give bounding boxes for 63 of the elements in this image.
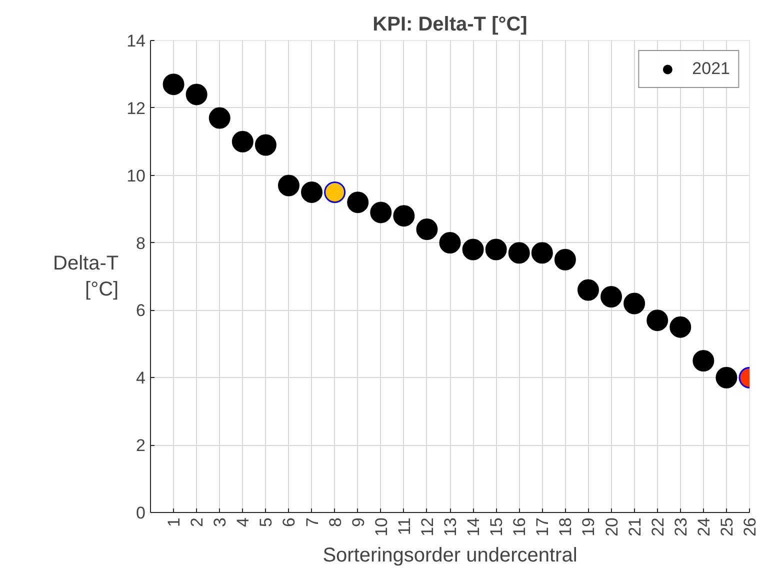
y-tick-label: 4 [136,368,146,388]
point [416,218,438,240]
point [485,238,507,260]
point [278,174,300,196]
x-tick-label: 8 [326,517,345,527]
point [208,107,230,129]
x-axis-title: Sorteringsorder undercentral [322,544,578,566]
x-tick-label: 10 [372,517,391,536]
x-tick-label: 11 [394,517,414,536]
point [347,192,369,214]
x-tick-label: 14 [464,517,484,536]
point [716,366,738,388]
chart-title: KPI: Delta-T [°C] [372,14,528,36]
point [324,181,346,203]
x-tick-label: 2 [188,517,207,527]
point [439,232,461,254]
point [646,310,668,332]
y-tick-label: 8 [136,234,146,253]
x-tick-label: 19 [579,517,598,536]
point [186,84,208,106]
x-tick-label: 25 [717,517,736,536]
legend-label: 2021 [692,59,730,79]
x-tick-label: 15 [487,517,506,536]
y-tick-label: 14 [126,32,146,50]
x-tick-label: 7 [302,517,322,527]
point [692,350,714,372]
x-tick-label: 9 [348,517,368,527]
x-tick-label: 21 [625,517,644,536]
x-tick-label: 13 [441,517,460,536]
y-tick-label: 0 [136,504,146,522]
point [624,292,646,314]
point [670,316,692,338]
x-tick-label: 26 [740,517,760,536]
y-tick-label: 12 [126,98,146,118]
x-tick-label: 5 [256,517,276,527]
x-tick-label: 12 [418,517,437,536]
x-tick-label: 4 [234,517,253,527]
point [577,279,599,301]
x-tick-label: 24 [694,517,714,536]
point [254,134,276,156]
x-tick-label: 18 [556,517,576,536]
x-tick-label: 17 [533,517,552,536]
x-tick-label: 22 [648,517,668,536]
point [554,248,576,270]
x-tick-label: 16 [510,517,530,536]
point [232,130,254,152]
point [508,242,530,264]
y-tick-label: 6 [136,301,146,320]
y-axis-title: Delta-T [°C] [53,252,119,301]
point [370,202,392,224]
point [531,242,553,264]
x-tick-label: 3 [210,517,230,527]
point [393,205,415,227]
y-tick-label: 2 [136,436,146,456]
point [301,181,323,203]
point [462,238,484,260]
x-tick-label: 6 [280,517,299,527]
x-tick-label: 20 [602,517,622,536]
point [162,74,184,96]
x-tick-label: 23 [671,517,690,536]
x-tick-label: 1 [164,517,184,527]
point [600,286,622,308]
y-tick-label: 10 [126,166,146,186]
